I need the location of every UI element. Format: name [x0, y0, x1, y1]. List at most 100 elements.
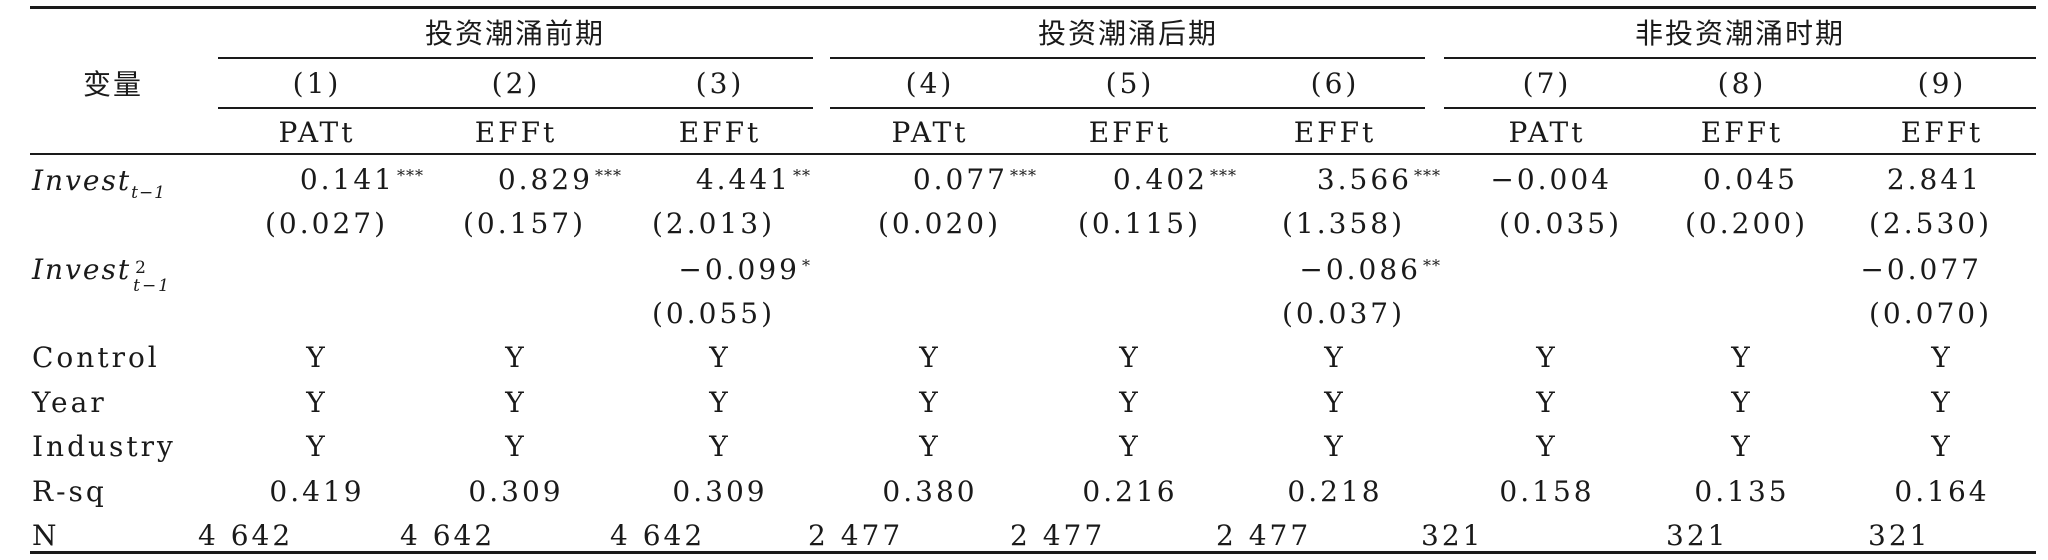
- invest-squared-standard-error-3: (0.055): [651, 297, 775, 330]
- invest-squared-coefficient-3: −0.099 *: [678, 253, 811, 286]
- invest-coefficient-7: −0.004: [1490, 163, 1612, 196]
- year-cell-9: Y: [1931, 386, 1953, 419]
- n-cell-9: 321: [1868, 519, 1931, 552]
- industry-cell-9: Y: [1931, 430, 1953, 463]
- variable-header: 变量: [82, 68, 144, 101]
- control-cell-5: Y: [1119, 341, 1141, 374]
- row-label-industry: Industry: [32, 430, 176, 463]
- group-header-2: 投资潮涌后期: [1037, 17, 1219, 50]
- industry-cell-3: Y: [709, 430, 731, 463]
- invest-standard-error-8: (0.200): [1684, 207, 1808, 240]
- control-cell-4: Y: [919, 341, 941, 374]
- column-number-4: (4): [905, 67, 955, 100]
- year-cell-1: Y: [306, 386, 328, 419]
- column-rule-2: [830, 107, 1425, 109]
- control-cell-9: Y: [1931, 341, 1953, 374]
- row-label-n: N: [32, 519, 60, 552]
- rsq-cell-4: 0.380: [882, 475, 978, 508]
- n-cell-6: 2 477: [1216, 519, 1312, 552]
- rsq-cell-8: 0.135: [1694, 475, 1790, 508]
- industry-cell-7: Y: [1536, 430, 1558, 463]
- industry-cell-1: Y: [306, 430, 328, 463]
- year-cell-8: Y: [1731, 386, 1753, 419]
- invest-squared-standard-error-6: (0.037): [1281, 297, 1405, 330]
- significance-stars: ***: [595, 166, 622, 185]
- invest-coefficient-4: 0.077 ***: [912, 163, 1037, 196]
- column-number-5: (5): [1105, 67, 1155, 100]
- rsq-cell-5: 0.216: [1082, 475, 1178, 508]
- dependent-variable-2: EFFt: [474, 116, 558, 149]
- rsq-cell-9: 0.164: [1894, 475, 1990, 508]
- column-number-9: (9): [1917, 67, 1967, 100]
- invest-coefficient-2: 0.829 ***: [497, 163, 622, 196]
- invest-coefficient-1: 0.141 ***: [299, 163, 424, 196]
- industry-cell-6: Y: [1324, 430, 1346, 463]
- group-header-3: 非投资潮涌时期: [1634, 17, 1846, 50]
- column-number-8: (8): [1717, 67, 1767, 100]
- invest-squared-coefficient-8: [1798, 250, 1844, 290]
- year-cell-3: Y: [709, 386, 731, 419]
- invest-squared-coefficient-6: −0.086 **: [1299, 253, 1441, 286]
- rsq-cell-2: 0.309: [468, 475, 564, 508]
- industry-cell-4: Y: [919, 430, 941, 463]
- control-cell-1: Y: [306, 341, 328, 374]
- invest-squared-coefficient-2: [576, 250, 622, 290]
- rsq-cell-1: 0.419: [269, 475, 365, 508]
- year-cell-5: Y: [1119, 386, 1141, 419]
- dependent-variable-7: PATt: [1508, 116, 1586, 149]
- invest-standard-error-4: (0.020): [877, 207, 1001, 240]
- significance-stars: ***: [1210, 166, 1237, 185]
- dependent-variable-4: PATt: [891, 116, 969, 149]
- year-cell-2: Y: [505, 386, 527, 419]
- invest-squared-coefficient-4: [991, 250, 1037, 290]
- group-rule-3: [1444, 57, 2036, 59]
- dependent-variable-9: EFFt: [1900, 116, 1984, 149]
- rsq-cell-3: 0.309: [672, 475, 768, 508]
- invest-standard-error-9: (2.530): [1868, 207, 1992, 240]
- column-number-7: (7): [1522, 67, 1572, 100]
- invest-standard-error-1: (0.027): [264, 207, 388, 240]
- top-rule: [30, 6, 2036, 9]
- year-cell-4: Y: [919, 386, 941, 419]
- industry-cell-5: Y: [1119, 430, 1141, 463]
- group-header-1: 投资潮涌前期: [424, 17, 606, 50]
- row-label-control: Control: [32, 341, 160, 374]
- dependent-variable-8: EFFt: [1700, 116, 1784, 149]
- row-label-rsq: R-sq: [32, 475, 107, 508]
- industry-cell-2: Y: [505, 430, 527, 463]
- dependent-variable-5: EFFt: [1088, 116, 1172, 149]
- row-label-year: Year: [32, 386, 107, 419]
- column-rule-3: [1444, 107, 2036, 109]
- column-number-3: (3): [695, 67, 745, 100]
- significance-stars: ***: [1010, 166, 1037, 185]
- invest-squared-coefficient-9: −0.077: [1860, 253, 1982, 286]
- significance-stars: **: [793, 166, 811, 185]
- invest-coefficient-5: 0.402 ***: [1112, 163, 1237, 196]
- n-cell-2: 4 642: [400, 519, 496, 552]
- invest-squared-coefficient-5: [1191, 250, 1237, 290]
- row-label-invest: Investt−1: [32, 164, 167, 203]
- invest-standard-error-2: (0.157): [462, 207, 586, 240]
- invest-coefficient-8: 0.045: [1702, 163, 1798, 196]
- n-cell-1: 4 642: [198, 519, 294, 552]
- significance-stars: ***: [397, 166, 424, 185]
- year-cell-6: Y: [1324, 386, 1346, 419]
- invest-coefficient-9: 2.841: [1886, 163, 1982, 196]
- header-rule: [30, 153, 2036, 155]
- control-cell-6: Y: [1324, 341, 1346, 374]
- column-number-6: (6): [1310, 67, 1360, 100]
- n-cell-7: 321: [1421, 519, 1484, 552]
- n-cell-3: 4 642: [610, 519, 706, 552]
- invest-standard-error-6: (1.358): [1281, 207, 1405, 240]
- significance-stars: *: [802, 256, 811, 275]
- n-cell-5: 2 477: [1010, 519, 1106, 552]
- invest-squared-coefficient-7: [1612, 250, 1658, 290]
- dependent-variable-6: EFFt: [1293, 116, 1377, 149]
- control-cell-2: Y: [505, 341, 527, 374]
- control-cell-3: Y: [709, 341, 731, 374]
- invest-coefficient-3: 4.441 **: [695, 163, 811, 196]
- row-label-invest-squared: Invest 2 t−1: [32, 253, 172, 296]
- invest-squared-standard-error-9: (0.070): [1868, 297, 1992, 330]
- column-number-1: (1): [292, 67, 342, 100]
